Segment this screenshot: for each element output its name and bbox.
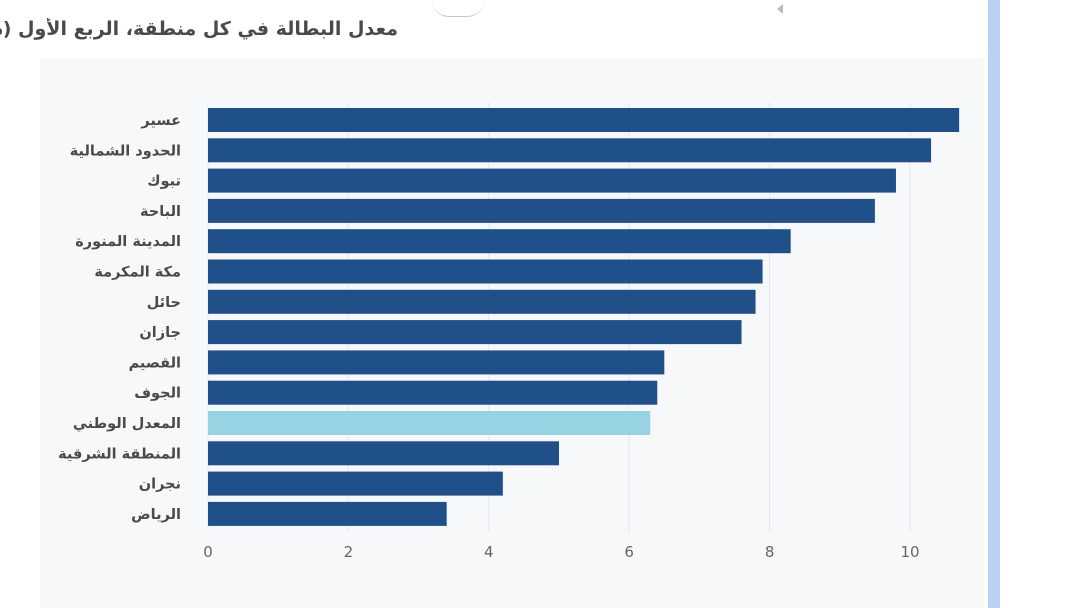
category-label: القصيم <box>129 355 181 371</box>
category-label: الجوف <box>134 386 181 402</box>
bar <box>208 471 503 496</box>
bar <box>208 380 658 405</box>
x-tick-label: 8 <box>765 543 775 561</box>
decorative-arrow-icon <box>777 4 783 14</box>
bar <box>208 168 896 193</box>
chart-title: معدل البطالة في كل منطقة، الربع الأول (%… <box>0 18 398 40</box>
decorative-arc <box>432 0 484 17</box>
category-label: عسير <box>140 113 181 129</box>
category-label: المعدل الوطني <box>73 416 181 432</box>
category-label: الباحة <box>140 204 181 220</box>
bar <box>208 229 791 254</box>
x-tick-label: 4 <box>484 543 494 561</box>
category-label: الرياض <box>131 507 181 523</box>
category-label: مكة المكرمة <box>94 265 181 281</box>
category-label: المنطقة الشرقية <box>58 446 181 462</box>
bar <box>208 259 763 284</box>
x-tick-label: 10 <box>900 543 919 561</box>
category-label: حائل <box>147 295 181 311</box>
bar <box>208 411 651 435</box>
x-tick-label: 2 <box>344 543 354 561</box>
x-tick-label: 6 <box>624 543 634 561</box>
bar <box>208 138 932 163</box>
category-label: الحدود الشمالية <box>70 143 181 159</box>
category-label: جازان <box>139 325 181 341</box>
side-scrollbar <box>988 0 1000 608</box>
bar <box>208 289 756 314</box>
bar <box>208 108 960 132</box>
x-tick-label: 0 <box>203 543 213 561</box>
bar <box>208 320 742 345</box>
category-label: المدينة المنورة <box>75 234 181 250</box>
bar <box>208 501 447 526</box>
category-label: تبوك <box>147 174 181 190</box>
bar <box>208 441 559 466</box>
bar <box>208 198 875 223</box>
category-label: نجران <box>139 477 181 493</box>
bar <box>208 350 665 375</box>
